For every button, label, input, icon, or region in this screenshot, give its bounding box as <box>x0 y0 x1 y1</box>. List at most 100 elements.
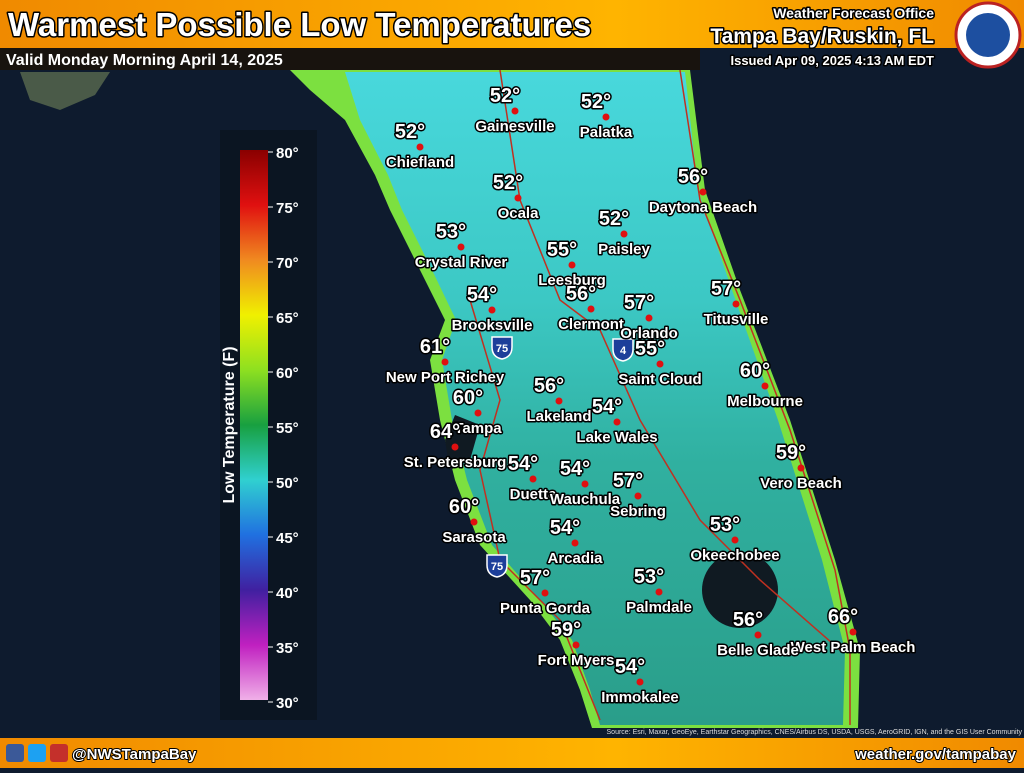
city-temp: 64° <box>430 421 460 443</box>
city-temp: 54° <box>615 656 645 678</box>
legend-tick-label: 50° <box>276 475 299 492</box>
city-name: Palmdale <box>626 599 692 616</box>
city-temp: 57° <box>624 292 654 314</box>
interstate-shield <box>491 336 513 360</box>
city-temp: 52° <box>493 172 523 194</box>
city-dot <box>761 382 769 390</box>
legend-tick-label: 80° <box>276 145 299 162</box>
footer-handle[interactable]: @NWSTampaBay <box>71 745 198 764</box>
twitter-icon[interactable] <box>28 744 46 762</box>
city-name: Tampa <box>454 420 502 437</box>
city-name: New Port Richey <box>386 369 505 386</box>
interstate <box>499 69 841 651</box>
city-dot <box>416 143 424 151</box>
city-temp: 57° <box>711 278 741 300</box>
city-dot <box>587 305 595 313</box>
city-name: Brooksville <box>452 317 533 334</box>
legend-tick-label: 65° <box>276 310 299 327</box>
attribution: Source: Esri, Maxar, GeoEye, Earthstar G… <box>607 729 1023 736</box>
footer-bar <box>0 738 1024 768</box>
city-name: Paisley <box>598 241 650 258</box>
city-dot <box>731 536 739 544</box>
city-name: Sarasota <box>442 529 506 546</box>
city-temp: 59° <box>776 442 806 464</box>
city-dot <box>541 589 549 597</box>
city-temp: 52° <box>490 85 520 107</box>
interstate <box>679 69 851 725</box>
city-temp: 55° <box>635 338 665 360</box>
city-dot <box>457 243 465 251</box>
city-name: Titusville <box>704 311 769 328</box>
city-temp: 60° <box>449 496 479 518</box>
facebook-icon[interactable] <box>6 744 24 762</box>
city-dot <box>572 641 580 649</box>
city-temp: 54° <box>560 458 590 480</box>
legend-tick-label: 60° <box>276 365 299 382</box>
city-temp: 56° <box>566 283 596 305</box>
city-temp: 54° <box>592 396 622 418</box>
city-temp: 57° <box>520 567 550 589</box>
legend-title: Low Temperature (F) <box>221 346 238 503</box>
city-dot <box>754 631 762 639</box>
city-name: Daytona Beach <box>649 199 757 216</box>
city-dot <box>511 107 519 115</box>
city-dot <box>636 678 644 686</box>
city-dot <box>797 464 805 472</box>
legend-tick-label: 75° <box>276 200 299 217</box>
city-dot <box>514 194 522 202</box>
interstate-shield <box>612 338 634 362</box>
footer-url[interactable]: weather.gov/tampabay <box>853 745 1018 764</box>
city-temp: 60° <box>740 360 770 382</box>
city-dot <box>581 480 589 488</box>
interstate-shield <box>486 554 508 578</box>
valid-time: Valid Monday Morning April 14, 2025 <box>6 52 283 69</box>
city-name: Leesburg <box>538 272 606 289</box>
city-name: Punta Gorda <box>500 600 591 617</box>
city-name: Fort Myers <box>538 652 615 669</box>
city-dot <box>620 230 628 238</box>
legend-tick-label: 35° <box>276 640 299 657</box>
city-name: Saint Cloud <box>618 371 701 388</box>
shield-label: 4 <box>620 345 627 357</box>
city-name: St. Petersburg <box>404 454 507 471</box>
city-temp: 54° <box>467 284 497 306</box>
city-dot <box>602 113 610 121</box>
city-dot <box>568 261 576 269</box>
youtube-icon[interactable] <box>50 744 68 762</box>
city-name: Immokalee <box>601 689 679 706</box>
city-temp: 60° <box>453 387 483 409</box>
city-temp: 61° <box>420 336 450 358</box>
legend-tick-label: 30° <box>276 695 299 712</box>
city-dot <box>470 518 478 526</box>
city-temp: 56° <box>733 609 763 631</box>
city-dot <box>849 628 857 636</box>
nws-logo-inner <box>966 13 1010 57</box>
city-dot <box>655 588 663 596</box>
legend-box <box>220 130 317 720</box>
office: Weather Forecast Office <box>773 5 934 21</box>
city-name: Clermont <box>558 316 624 333</box>
city-name: Duette <box>510 486 557 503</box>
city-name: Okeechobee <box>690 547 779 564</box>
city-temp: 56° <box>534 375 564 397</box>
city-temp: 52° <box>395 121 425 143</box>
city-dot <box>441 358 449 366</box>
shield-label: 75 <box>491 561 503 573</box>
city-name: Vero Beach <box>760 475 842 492</box>
city-dot <box>634 492 642 500</box>
legend-tick-label: 45° <box>276 530 299 547</box>
city-temp: 54° <box>550 517 580 539</box>
city-name: Palatka <box>580 124 633 141</box>
legend-tick-label: 55° <box>276 420 299 437</box>
city-dot <box>732 300 740 308</box>
city-dot <box>451 443 459 451</box>
city-dot <box>699 188 707 196</box>
city-temp: 56° <box>678 166 708 188</box>
colorbar <box>240 150 268 700</box>
city-name: Belle Glade <box>717 642 799 659</box>
city-name: Orlando <box>620 325 678 342</box>
city-dot <box>529 475 537 483</box>
city-temp: 53° <box>710 514 740 536</box>
interstate <box>469 299 601 721</box>
